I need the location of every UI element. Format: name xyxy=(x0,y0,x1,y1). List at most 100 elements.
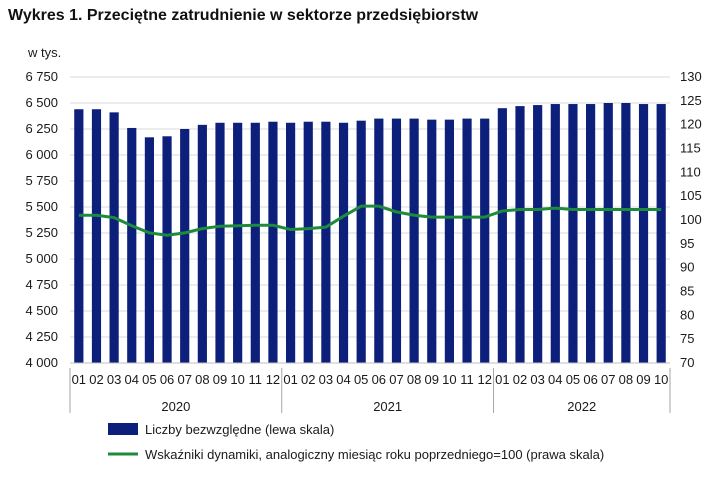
x-tick-label: 08 xyxy=(195,372,209,387)
x-tick-label: 01 xyxy=(283,372,297,387)
y2-tick-label: 115 xyxy=(680,141,701,156)
x-tick-label: 12 xyxy=(266,372,280,387)
y-tick-label: 4 500 xyxy=(25,303,58,318)
y2-tick-label: 80 xyxy=(680,307,694,322)
bar xyxy=(338,122,349,363)
year-label: 2021 xyxy=(373,399,402,414)
x-tick-label: 11 xyxy=(460,372,474,387)
x-tick-label: 03 xyxy=(107,372,121,387)
x-tick-label: 10 xyxy=(230,372,244,387)
y-axis-left: 4 000 4 250 4 500 4 750 5 000 5 250 5 500 5 750… xyxy=(25,69,58,370)
bar-series xyxy=(74,103,666,364)
x-tick-label: 01 xyxy=(495,372,509,387)
y-tick-label: 6 750 xyxy=(25,69,58,84)
y-tick-label: 5 000 xyxy=(25,251,58,266)
x-tick-label: 07 xyxy=(177,372,191,387)
legend-bar-swatch xyxy=(108,423,138,435)
y-tick-label: 5 500 xyxy=(25,199,58,214)
x-tick-label: 05 xyxy=(142,372,156,387)
x-tick-label: 06 xyxy=(160,372,174,387)
bar xyxy=(603,103,613,363)
x-tick-label: 06 xyxy=(583,372,597,387)
line-series xyxy=(78,204,662,237)
bar xyxy=(621,103,631,363)
bar xyxy=(638,104,649,363)
x-tick-label: 11 xyxy=(249,372,263,387)
bar xyxy=(127,127,137,364)
x-tick-label: 04 xyxy=(125,372,139,387)
y2-tick-label: 95 xyxy=(680,236,694,251)
bar xyxy=(215,122,225,363)
y-tick-label: 4 750 xyxy=(25,277,58,292)
y-tick-label: 4 000 xyxy=(25,355,58,370)
x-tick-label: 09 xyxy=(636,372,650,387)
x-tick-label: 05 xyxy=(354,372,368,387)
y-tick-label: 6 000 xyxy=(25,147,58,162)
x-tick-label: 02 xyxy=(513,372,527,387)
x-tick-label: 08 xyxy=(619,372,633,387)
x-tick-label: 08 xyxy=(407,372,421,387)
y2-tick-label: 120 xyxy=(680,117,702,132)
bar xyxy=(197,124,207,363)
x-tick-label: 06 xyxy=(372,372,386,387)
y2-tick-label: 125 xyxy=(680,93,702,108)
year-label: 2022 xyxy=(567,399,596,414)
y2-tick-label: 75 xyxy=(680,331,694,346)
x-tick-label: 10 xyxy=(442,372,456,387)
y2-tick-label: 105 xyxy=(680,188,702,203)
line-path xyxy=(78,204,662,237)
bar xyxy=(286,122,296,363)
x-tick-label: 04 xyxy=(336,372,350,387)
bar xyxy=(497,108,507,363)
x-tick-label: 03 xyxy=(530,372,544,387)
bar xyxy=(321,121,331,363)
y-tick-label: 6 500 xyxy=(25,95,58,110)
bar xyxy=(162,136,172,363)
bar xyxy=(480,118,490,363)
bar xyxy=(268,121,278,363)
y2-tick-label: 100 xyxy=(680,212,702,227)
year-label: 2020 xyxy=(161,399,190,414)
x-tick-label: 10 xyxy=(654,372,668,387)
y-axis-right: 70 75 80 85 90 95 100 105 110 115 120 125 130 xyxy=(680,69,702,370)
bar xyxy=(356,120,366,364)
x-tick-label: 12 xyxy=(477,372,491,387)
bar xyxy=(568,104,578,363)
y2-tick-label: 85 xyxy=(680,284,694,299)
bar xyxy=(109,112,119,363)
y2-tick-label: 90 xyxy=(680,260,694,275)
bar xyxy=(144,137,154,363)
y-tick-label: 5 250 xyxy=(25,225,58,240)
bar xyxy=(74,109,84,364)
bar xyxy=(656,104,666,363)
x-tick-label: 01 xyxy=(72,372,86,387)
x-tick-label: 07 xyxy=(601,372,615,387)
legend-bar-label: Liczby bezwzględne (lewa skala) xyxy=(145,422,334,437)
x-tick-label: 09 xyxy=(425,372,439,387)
y-tick-label: 6 250 xyxy=(25,121,58,136)
bar xyxy=(533,105,543,363)
y2-tick-label: 70 xyxy=(680,355,694,370)
chart-title: Wykres 1. Przeciętne zatrudnienie w sekt… xyxy=(8,7,479,24)
bar xyxy=(550,104,560,363)
x-axis: 01 02 03 04 05 06 07 08 09 10 11 12 01 02 03 04 05 06 07 08… xyxy=(69,362,671,414)
x-tick-label: 05 xyxy=(566,372,580,387)
y2-tick-label: 110 xyxy=(680,164,701,179)
bar xyxy=(515,106,525,364)
legend-line-label: Wskaźniki dynamiki, analogiczny miesiąc … xyxy=(145,447,604,462)
bar xyxy=(374,118,384,363)
bar xyxy=(462,118,472,363)
y-tick-label: 5 750 xyxy=(25,173,58,188)
x-tick-label: 07 xyxy=(389,372,403,387)
x-tick-label: 02 xyxy=(89,372,103,387)
bar xyxy=(444,119,454,363)
bar xyxy=(303,121,313,363)
bar xyxy=(91,109,102,364)
legend: Liczby bezwzględne (lewa skala) Wskaźnik… xyxy=(108,422,604,462)
bar xyxy=(586,104,596,363)
bar xyxy=(233,122,243,363)
y-axis-unit-label: w tys. xyxy=(27,45,61,60)
y2-tick-label: 130 xyxy=(680,69,702,84)
x-tick-label: 04 xyxy=(548,372,562,387)
